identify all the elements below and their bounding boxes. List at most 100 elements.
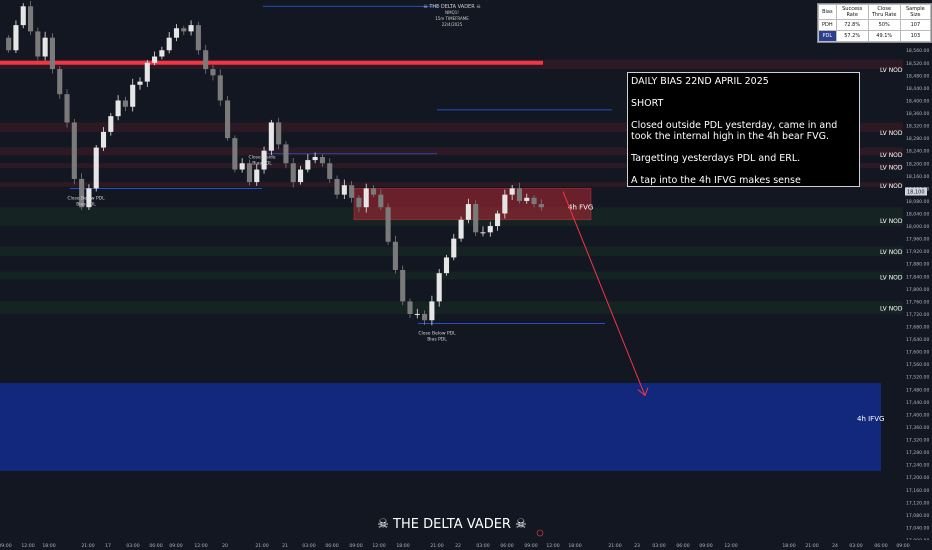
stats-header: Bias bbox=[818, 4, 837, 20]
candle-body bbox=[210, 69, 216, 76]
projection-arrow bbox=[562, 191, 646, 396]
note-p2: Targetting yesterdays PDL and ERL. bbox=[631, 153, 801, 164]
candle-body bbox=[130, 84, 136, 107]
stats-header: Success Rate bbox=[835, 4, 869, 20]
price-tick: 17,320.00 bbox=[906, 438, 929, 444]
current-price-label: 18,100 bbox=[907, 190, 925, 196]
time-tick: 06:00 bbox=[325, 543, 338, 549]
candle-body bbox=[27, 6, 34, 32]
marker-icon bbox=[536, 529, 544, 537]
candle-body bbox=[115, 100, 121, 117]
candle-body bbox=[385, 207, 391, 242]
zone-rect bbox=[353, 188, 592, 221]
price-tick: 17,720.00 bbox=[906, 312, 929, 318]
candle-body bbox=[6, 37, 12, 51]
price-tick: 18,400.00 bbox=[906, 98, 929, 104]
time-axis-bg bbox=[0, 540, 932, 550]
candle-body bbox=[538, 204, 544, 208]
time-tick: 06:00 bbox=[676, 543, 689, 549]
candle-body bbox=[173, 28, 180, 38]
price-tick: 18,440.00 bbox=[906, 86, 929, 92]
zone-label: 4h IFVG bbox=[857, 415, 884, 423]
time-tick: 18:00 bbox=[42, 543, 55, 549]
stats-cell: 49.1% bbox=[867, 30, 901, 42]
stats-cell: PDL bbox=[818, 30, 837, 42]
time-tick: 18:00 bbox=[396, 543, 409, 549]
candle-body bbox=[349, 185, 355, 198]
time-tick: 03:00 bbox=[302, 543, 315, 549]
arrow-head bbox=[637, 387, 649, 397]
candle-body bbox=[35, 31, 41, 57]
candle-body bbox=[108, 116, 114, 132]
price-tick: 17,480.00 bbox=[906, 387, 929, 393]
lv-node-label: LV NODE bbox=[880, 218, 907, 225]
price-tick: 18,280.00 bbox=[906, 136, 929, 142]
time-tick: 03:00 bbox=[849, 543, 862, 549]
time-tick: 12:00 bbox=[546, 543, 559, 549]
price-tick: 17,160.00 bbox=[906, 488, 929, 494]
time-tick: 12:00 bbox=[21, 543, 34, 549]
time-tick: 21:00 bbox=[255, 543, 268, 549]
candle-body bbox=[465, 204, 471, 220]
time-tick: 20 bbox=[222, 543, 228, 549]
candle-body bbox=[516, 188, 523, 201]
price-tick: 17,080.00 bbox=[906, 513, 929, 519]
time-tick: 09:00 bbox=[0, 543, 12, 549]
price-tick: 17,280.00 bbox=[906, 450, 929, 456]
stats-cell: 103 bbox=[899, 30, 932, 42]
note-bias: SHORT bbox=[631, 98, 664, 109]
price-tick: 18,040.00 bbox=[906, 211, 929, 217]
candle-body bbox=[407, 301, 413, 314]
candle-body bbox=[42, 37, 48, 57]
candle-body bbox=[290, 163, 296, 183]
time-tick: 22 bbox=[455, 543, 461, 549]
note-p3: A tap into the 4h IFVG makes sense bbox=[631, 175, 801, 186]
price-tick: 18,200.00 bbox=[906, 161, 929, 167]
note-p1: Closed outside PDL yesterday, came in an… bbox=[631, 120, 838, 142]
candle-body bbox=[20, 6, 26, 26]
price-tick: 17,960.00 bbox=[906, 237, 929, 243]
price-tick: 17,920.00 bbox=[906, 249, 929, 255]
price-tick: 18,360.00 bbox=[906, 111, 929, 117]
annotation-text: Bias PDL bbox=[427, 337, 447, 343]
price-tick: 17,600.00 bbox=[906, 350, 929, 356]
candle-body bbox=[436, 273, 442, 302]
time-tick: 06:00 bbox=[149, 543, 162, 549]
current-price-tag bbox=[905, 187, 927, 196]
time-tick: 23 bbox=[634, 543, 640, 549]
price-tick: 17,040.00 bbox=[906, 525, 929, 531]
candle-body bbox=[524, 197, 530, 201]
lv-band bbox=[0, 147, 903, 156]
price-tick: 17,240.00 bbox=[906, 463, 929, 469]
lv-band bbox=[0, 163, 903, 168]
price-tick: 18,000.00 bbox=[906, 224, 929, 230]
time-tick: 03:00 bbox=[476, 543, 489, 549]
annotation-text: Bias PDL bbox=[252, 161, 272, 167]
candle-body bbox=[487, 226, 493, 233]
price-tick: 17,520.00 bbox=[906, 375, 929, 381]
candle-body bbox=[480, 232, 486, 234]
lv-band bbox=[0, 301, 903, 314]
annotation-text: Close Inside bbox=[248, 155, 275, 161]
time-tick: 03:00 bbox=[126, 543, 139, 549]
stats-cell: PDH bbox=[818, 19, 837, 31]
stats-header: Sample Size bbox=[899, 4, 932, 20]
candle-body bbox=[414, 313, 420, 315]
price-tick: 17,560.00 bbox=[906, 362, 929, 368]
candle-body bbox=[363, 188, 369, 208]
price-axis-bg bbox=[903, 0, 932, 550]
price-tick: 17,120.00 bbox=[906, 500, 929, 506]
header-watermark: 22/4/2025 bbox=[442, 22, 463, 27]
stats-cell: 72.8% bbox=[835, 19, 869, 31]
annotation-text: Close Below PDL bbox=[67, 196, 105, 202]
price-tick: 17,200.00 bbox=[906, 475, 929, 481]
candle-body bbox=[451, 238, 457, 258]
time-tick: 24 bbox=[832, 543, 838, 549]
candle-body bbox=[217, 75, 223, 101]
lv-node-label: LV NODE bbox=[880, 164, 907, 171]
zone-rect bbox=[0, 383, 881, 471]
candle-body bbox=[181, 28, 187, 32]
candle-body bbox=[378, 194, 384, 208]
candle-body bbox=[246, 163, 253, 183]
